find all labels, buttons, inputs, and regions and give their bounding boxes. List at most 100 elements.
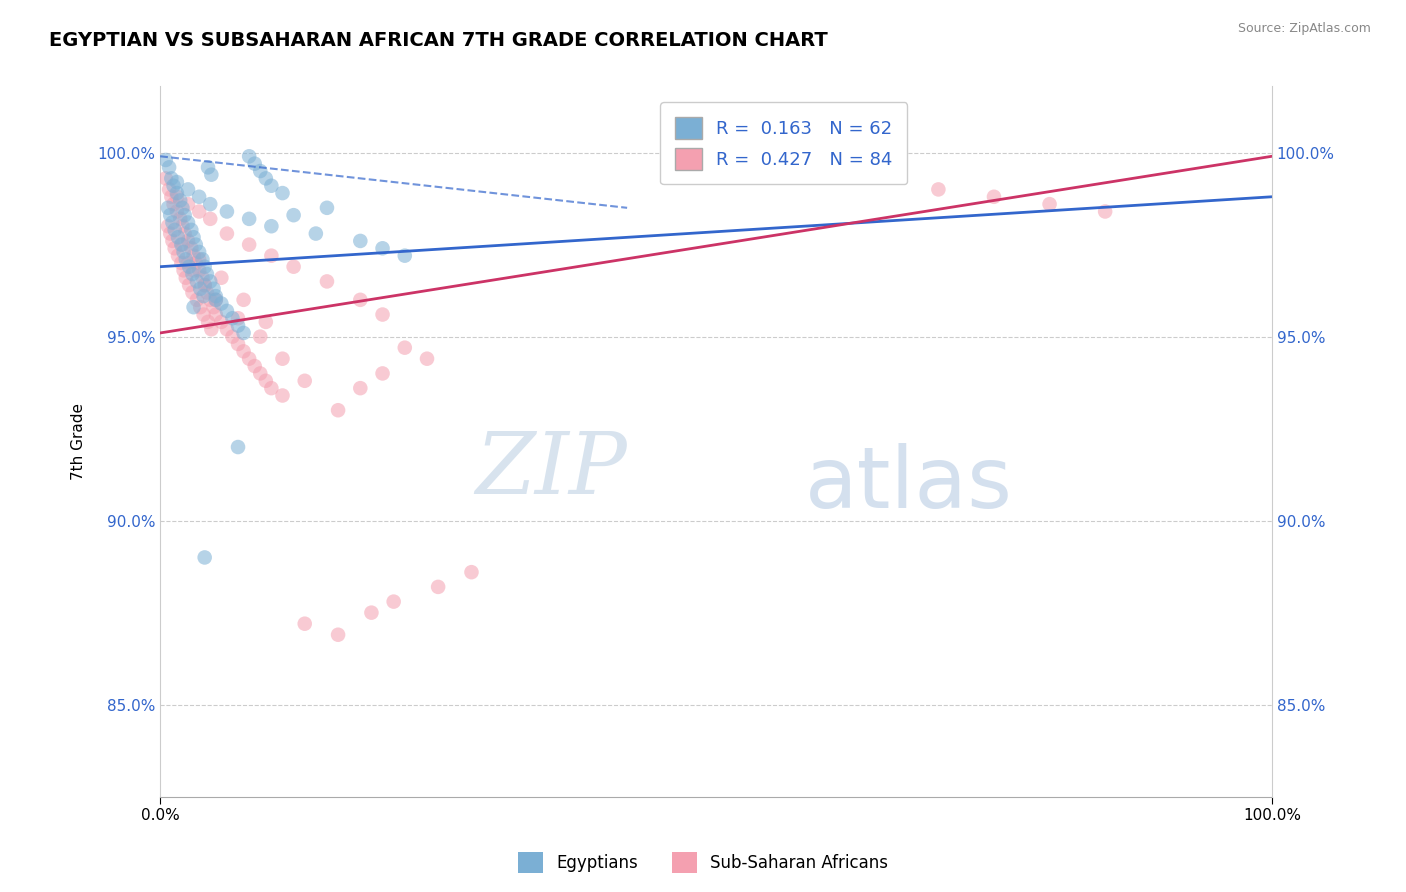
Point	[1038, 197, 1060, 211]
Point	[174, 252, 197, 267]
Point	[202, 300, 225, 314]
Point	[197, 161, 219, 175]
Text: Source: ZipAtlas.com: Source: ZipAtlas.com	[1237, 22, 1371, 36]
Point	[326, 403, 349, 417]
Text: ZIP: ZIP	[475, 428, 627, 511]
Point	[188, 204, 211, 219]
Point	[188, 282, 211, 296]
Y-axis label: 7th Grade: 7th Grade	[72, 403, 86, 480]
Point	[156, 219, 179, 234]
Point	[232, 326, 254, 340]
Point	[349, 234, 371, 248]
Point	[305, 227, 328, 241]
Point	[260, 178, 283, 193]
Point	[200, 293, 222, 307]
Point	[238, 351, 260, 366]
Point	[371, 367, 394, 381]
Point	[177, 215, 200, 229]
Point	[167, 249, 190, 263]
Point	[226, 311, 249, 326]
Point	[186, 293, 208, 307]
Point	[200, 322, 222, 336]
Point	[326, 628, 349, 642]
Point	[188, 300, 211, 314]
Legend: Egyptians, Sub-Saharan Africans: Egyptians, Sub-Saharan Africans	[512, 846, 894, 880]
Point	[193, 308, 215, 322]
Point	[316, 201, 339, 215]
Point	[159, 227, 181, 241]
Point	[238, 237, 260, 252]
Point	[215, 204, 238, 219]
Point	[188, 244, 211, 259]
Point	[177, 182, 200, 196]
Point	[249, 367, 271, 381]
Point	[209, 270, 232, 285]
Point	[180, 223, 202, 237]
Point	[166, 190, 188, 204]
Point	[204, 293, 226, 307]
Point	[183, 263, 205, 277]
Point	[172, 201, 194, 215]
Point	[254, 315, 277, 329]
Text: EGYPTIAN VS SUBSAHARAN AFRICAN 7TH GRADE CORRELATION CHART: EGYPTIAN VS SUBSAHARAN AFRICAN 7TH GRADE…	[49, 31, 828, 50]
Point	[193, 289, 215, 303]
Point	[173, 227, 195, 241]
Point	[194, 260, 217, 274]
Point	[221, 311, 243, 326]
Point	[232, 344, 254, 359]
Point	[159, 208, 181, 222]
Point	[238, 211, 260, 226]
Point	[983, 190, 1005, 204]
Point	[226, 318, 249, 333]
Point	[181, 285, 204, 300]
Point	[215, 322, 238, 336]
Point	[174, 270, 197, 285]
Point	[188, 252, 211, 267]
Point	[254, 374, 277, 388]
Point	[238, 149, 260, 163]
Legend: R =  0.163   N = 62, R =  0.427   N = 84: R = 0.163 N = 62, R = 0.427 N = 84	[661, 103, 907, 185]
Point	[181, 267, 204, 281]
Point	[249, 164, 271, 178]
Point	[202, 282, 225, 296]
Point	[349, 293, 371, 307]
Point	[316, 274, 339, 288]
Point	[416, 351, 439, 366]
Point	[226, 337, 249, 351]
Point	[162, 234, 184, 248]
Point	[184, 256, 207, 270]
Point	[195, 285, 218, 300]
Point	[170, 237, 193, 252]
Point	[170, 256, 193, 270]
Point	[209, 296, 232, 310]
Point	[172, 237, 194, 252]
Point	[169, 194, 191, 208]
Point	[209, 315, 232, 329]
Point	[294, 616, 316, 631]
Point	[191, 252, 214, 267]
Point	[173, 263, 195, 277]
Point	[204, 308, 226, 322]
Point	[294, 374, 316, 388]
Point	[427, 580, 450, 594]
Point	[204, 293, 226, 307]
Point	[200, 197, 222, 211]
Point	[173, 244, 195, 259]
Point	[249, 329, 271, 343]
Point	[394, 249, 416, 263]
Point	[232, 293, 254, 307]
Point	[177, 234, 200, 248]
Point	[200, 211, 222, 226]
Point	[194, 278, 217, 293]
Point	[349, 381, 371, 395]
Point	[254, 171, 277, 186]
Point	[184, 237, 207, 252]
Point	[169, 211, 191, 226]
Point	[160, 171, 183, 186]
Point	[172, 219, 194, 234]
Point	[163, 223, 186, 237]
Point	[283, 260, 305, 274]
Point	[157, 161, 180, 175]
Point	[271, 351, 294, 366]
Point	[188, 190, 211, 204]
